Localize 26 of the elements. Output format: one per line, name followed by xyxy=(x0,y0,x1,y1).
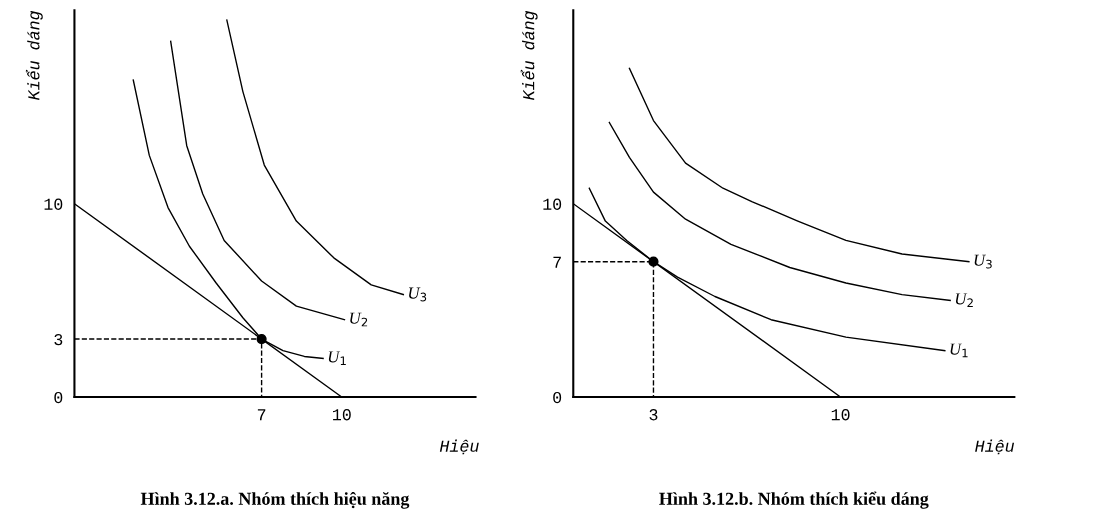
y-tick-label: 7 xyxy=(553,256,561,268)
line-series xyxy=(608,121,951,302)
y-tick-label: 0 xyxy=(54,391,63,404)
y-axis-title: Kiểu dáng xyxy=(520,10,538,100)
series-label: U$_{3}$ xyxy=(409,287,427,302)
series-label: U$_{3}$ xyxy=(974,254,992,269)
line-series xyxy=(226,19,405,296)
y-axis-title: Kiểu dáng xyxy=(25,10,43,100)
series-label: U$_{2}$ xyxy=(955,293,973,308)
y-tick-label: 3 xyxy=(54,333,63,346)
x-tick-label: 10 xyxy=(333,409,351,421)
y-tick-label: 10 xyxy=(543,198,562,210)
x-tick-label: 10 xyxy=(831,409,850,421)
text: Hình 3.12.b. Nhóm thích kiểu dáng xyxy=(659,491,929,509)
series-label: U$_{1}$ xyxy=(950,343,968,358)
x-tick-label: 7 xyxy=(257,409,266,421)
y-tick-label: 10 xyxy=(44,198,63,210)
series-label: U$_{2}$ xyxy=(350,312,368,327)
line-series xyxy=(169,40,346,321)
text: Hình 3.12.a. Nhóm thích hiệu năng xyxy=(140,491,410,509)
series-label: U$_{1}$ xyxy=(328,351,346,366)
y-tick-label: 0 xyxy=(553,391,562,404)
x-axis-title: Hiệu xyxy=(975,439,1015,455)
line-series xyxy=(628,67,970,263)
x-tick-label: 3 xyxy=(649,409,658,421)
x-axis-title: Hiệu xyxy=(439,439,479,455)
